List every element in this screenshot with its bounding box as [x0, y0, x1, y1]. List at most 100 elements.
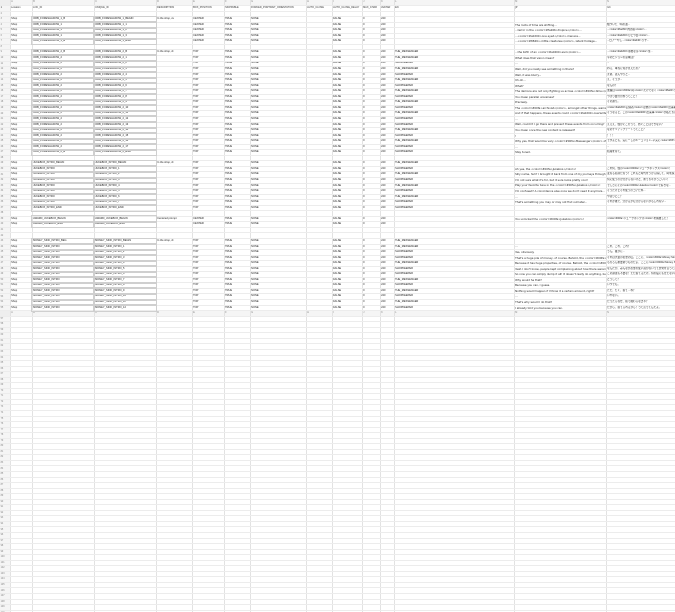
cell-k11[interactable]: 240: [380, 61, 395, 68]
table-row[interactable]: 35 Shop JUKEBOX_INTRO JUKEBOX_INTRO_6 TOP TRU…: [0, 193, 675, 201]
cell-k7[interactable]: 240: [380, 38, 395, 45]
cell-d4[interactable]: [156, 22, 193, 29]
cell-h108[interactable]: [306, 599, 333, 606]
cell-k43[interactable]: 240: [380, 238, 395, 245]
cell-m41[interactable]: [514, 227, 607, 234]
cell-g78[interactable]: [250, 432, 307, 439]
cell-b16[interactable]: ORB_FORESHADOW_2: [31, 87, 95, 96]
cell-j110[interactable]: [362, 610, 381, 612]
cell-a53[interactable]: Shop: [10, 293, 33, 300]
cell-b57[interactable]: [32, 316, 95, 323]
cell-k46[interactable]: 240: [380, 255, 395, 262]
cell-g51[interactable]: NONE: [250, 282, 307, 289]
cell-f85[interactable]: [224, 471, 251, 478]
table-row[interactable]: 103: [0, 571, 675, 578]
cell-f72[interactable]: [224, 399, 251, 406]
cell-m74[interactable]: [514, 410, 607, 417]
cell-b71[interactable]: [32, 393, 95, 400]
column-header-l[interactable]: L: [394, 310, 515, 317]
cell-k58[interactable]: [380, 321, 395, 328]
table-row[interactable]: 58: [0, 321, 675, 328]
row-number[interactable]: 87: [0, 482, 11, 489]
cell-k13[interactable]: 240: [380, 72, 395, 79]
table-row[interactable]: 30 Shop JUKEBOX_INTRO JUKEBOX_INTRO_1 TOP TRU…: [0, 165, 675, 173]
cell-b96[interactable]: [32, 532, 95, 539]
cell-c105[interactable]: [94, 582, 157, 589]
cell-i9[interactable]: FALSE: [332, 49, 363, 56]
cell-l41[interactable]: [394, 227, 515, 234]
cell-i8[interactable]: [332, 44, 363, 51]
cell-e95[interactable]: [192, 526, 225, 533]
cell-d65[interactable]: [156, 360, 193, 367]
cell-a48[interactable]: Shop: [10, 266, 33, 273]
cell-k40[interactable]: 240: [380, 221, 395, 228]
cell-d5[interactable]: [156, 27, 193, 34]
cell-m27[interactable]: Stay tuned.: [514, 149, 607, 156]
cell-l53[interactable]: SHOPKEEPER: [394, 293, 515, 300]
table-row[interactable]: 5 Shop ORB_FORESHADOW_1 ORB_FORESHADOW_1_2 C…: [0, 26, 675, 35]
cell-i77[interactable]: [332, 427, 363, 434]
cell-g59[interactable]: [250, 327, 307, 334]
cell-h98[interactable]: [306, 543, 333, 550]
cell-i57[interactable]: [332, 316, 363, 323]
cell-b45[interactable]: MONEY_SINK_INTRO: [31, 248, 95, 257]
cell-l82[interactable]: [394, 454, 515, 461]
cell-i29[interactable]: FALSE: [332, 160, 363, 167]
cell-c31[interactable]: JUKEBOX_INTRO_2: [93, 171, 157, 179]
cell-g89[interactable]: [250, 493, 307, 500]
cell-d67[interactable]: [156, 371, 193, 378]
cell-g10[interactable]: NONE: [250, 55, 307, 62]
cell-j95[interactable]: [362, 526, 381, 533]
cell-k38[interactable]: [380, 210, 395, 217]
cell-k71[interactable]: [380, 393, 395, 400]
cell-b76[interactable]: [32, 421, 95, 428]
cell-h50[interactable]: [306, 277, 333, 284]
cell-a91[interactable]: [10, 504, 33, 511]
cell-m81[interactable]: [514, 449, 607, 456]
cell-j55[interactable]: 0: [362, 305, 381, 312]
table-row[interactable]: 57: [0, 316, 675, 323]
cell-d62[interactable]: [156, 343, 193, 350]
cell-g31[interactable]: NONE: [250, 171, 307, 178]
column-header-g[interactable]: G: [250, 310, 307, 317]
cell-d69[interactable]: [156, 382, 193, 389]
cell-h49[interactable]: [306, 271, 333, 278]
cell-e80[interactable]: [192, 443, 225, 450]
cell-a12[interactable]: Shop: [10, 66, 33, 73]
cell-i7[interactable]: FALSE: [332, 38, 363, 45]
cell-e61[interactable]: [192, 338, 225, 345]
cell-c96[interactable]: [94, 532, 157, 539]
cell-a101[interactable]: [10, 560, 33, 567]
cell-i109[interactable]: [332, 604, 363, 611]
cell-f8[interactable]: [224, 44, 251, 51]
cell-i85[interactable]: [332, 471, 363, 478]
cell-e25[interactable]: TOP: [192, 138, 225, 145]
cell-f94[interactable]: [224, 521, 251, 528]
cell-a107[interactable]: [10, 593, 33, 600]
cell-f28[interactable]: [224, 155, 251, 162]
cell-h83[interactable]: [306, 460, 333, 467]
cell-c88[interactable]: [94, 488, 157, 495]
cell-i74[interactable]: [332, 410, 363, 417]
row-number[interactable]: 94: [0, 521, 11, 528]
table-row[interactable]: 88: [0, 488, 675, 495]
cell-k100[interactable]: [380, 554, 395, 561]
cell-i18[interactable]: FALSE: [332, 99, 363, 106]
cell-e32[interactable]: TOP: [192, 177, 225, 184]
cell-c18[interactable]: ORB_FORESHADOW_2_9: [93, 98, 157, 107]
cell-m79[interactable]: [514, 438, 607, 445]
cell-i13[interactable]: FALSE: [332, 72, 363, 79]
cell-k105[interactable]: [380, 582, 395, 589]
table-row[interactable]: 40 Shop AWARD_JUKEBOX_END AWARD_JUKEBOX_END…: [0, 220, 675, 229]
cell-j44[interactable]: 0: [362, 244, 381, 251]
table-row[interactable]: 109: [0, 604, 675, 611]
cell-g94[interactable]: [250, 521, 307, 528]
cell-m73[interactable]: [514, 404, 607, 411]
cell-d1[interactable]: DESCRIPTION: [156, 5, 193, 12]
cell-f20[interactable]: TRUE: [224, 110, 251, 117]
cell-k52[interactable]: 240: [380, 288, 395, 295]
cell-e62[interactable]: [192, 343, 225, 350]
cell-h40[interactable]: [306, 221, 333, 228]
cell-j66[interactable]: [362, 366, 381, 373]
cell-i75[interactable]: [332, 416, 363, 423]
